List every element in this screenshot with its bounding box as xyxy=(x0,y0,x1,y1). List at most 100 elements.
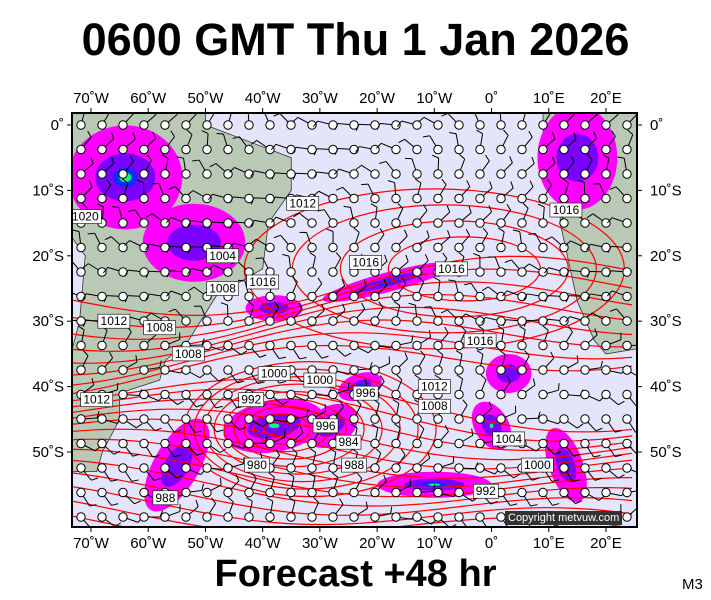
wind-barb-feather xyxy=(465,229,470,236)
station-marker xyxy=(391,193,401,204)
station-marker xyxy=(538,144,548,155)
wind-barb-feather xyxy=(90,156,94,164)
wind-barb-feather xyxy=(361,183,369,186)
wind-barb-feather xyxy=(551,479,559,482)
wind-barb-feather xyxy=(232,136,240,140)
station-marker xyxy=(391,512,401,522)
station-marker xyxy=(265,512,275,522)
station-marker xyxy=(202,487,212,498)
station-marker xyxy=(559,365,569,375)
wind-barb-feather xyxy=(418,276,424,283)
station-marker xyxy=(349,487,359,498)
station-marker xyxy=(601,438,611,449)
wind-barb-feather xyxy=(347,382,350,390)
station-marker xyxy=(412,463,422,473)
isobar xyxy=(193,368,419,490)
station-marker xyxy=(97,463,107,473)
station-marker xyxy=(496,389,506,400)
station-marker xyxy=(181,193,191,204)
wind-barb-feather xyxy=(369,362,373,370)
wind-barb-feather xyxy=(390,506,393,514)
station-marker xyxy=(160,144,170,155)
station-marker xyxy=(454,512,464,522)
station-marker xyxy=(76,120,86,130)
station-marker xyxy=(622,389,632,400)
wind-barb-feather xyxy=(510,529,517,531)
wind-barb-feather xyxy=(506,375,511,382)
wind-barb-feather xyxy=(524,350,530,357)
wind-barb-feather xyxy=(219,448,227,454)
station-marker xyxy=(286,389,296,400)
wind-barb-feather xyxy=(396,374,403,380)
wind-barb-feather xyxy=(606,217,613,224)
wind-barb-feather xyxy=(306,409,309,417)
station-marker xyxy=(412,438,422,449)
wind-barb-feather xyxy=(227,496,234,503)
station-marker xyxy=(580,291,590,302)
lon-label-top: 0˚ xyxy=(485,90,498,107)
wind-barb-feather xyxy=(112,206,120,208)
wind-barb-feather xyxy=(573,453,581,457)
station-marker xyxy=(139,144,149,155)
wind-barb-feather xyxy=(110,479,118,482)
isobar xyxy=(72,255,633,316)
wind-barb-feather xyxy=(240,350,248,356)
station-marker xyxy=(412,340,422,351)
station-marker xyxy=(328,316,338,326)
wind-barb-feather xyxy=(440,309,448,314)
station-marker xyxy=(517,193,527,204)
station-marker xyxy=(496,365,506,375)
station-marker xyxy=(538,389,548,400)
wind-barb-feather xyxy=(551,156,556,164)
wind-barb-feather xyxy=(401,277,407,285)
wind-barb-feather xyxy=(586,312,593,318)
station-marker xyxy=(76,365,86,375)
wind-barb-feather xyxy=(82,203,88,209)
wind-barb-feather xyxy=(208,264,214,271)
station-marker xyxy=(475,169,485,179)
isobar-label: 992 xyxy=(476,484,496,498)
station-marker xyxy=(307,242,317,253)
isobar-label: 1012 xyxy=(289,196,316,210)
wind-barb-feather xyxy=(611,130,616,137)
wind-barb-feather xyxy=(237,380,245,384)
wind-barb-feather xyxy=(423,306,431,308)
wind-barb-feather xyxy=(259,354,267,358)
isobar-label-box xyxy=(418,398,451,414)
wind-barb-feather xyxy=(459,153,465,160)
wind-barb-feather xyxy=(209,163,217,168)
wind-barb-feather xyxy=(437,349,444,356)
wind-barb-feather xyxy=(544,319,549,326)
station-marker xyxy=(139,389,149,400)
wind-barb-feather xyxy=(378,301,384,308)
station-marker xyxy=(97,267,107,277)
wind-barb-feather xyxy=(317,277,323,285)
wind-barb-feather xyxy=(132,132,136,140)
wind-barb-feather xyxy=(537,411,541,419)
wind-barb-feather xyxy=(394,423,401,429)
station-marker xyxy=(97,144,107,155)
station-marker xyxy=(622,193,632,204)
station-marker xyxy=(454,487,464,498)
wind-barb-feather xyxy=(165,290,172,297)
wind-barb-feather xyxy=(292,117,299,123)
isobar-label: 1016 xyxy=(352,255,379,269)
wind-barb-feather xyxy=(241,107,248,109)
wind-barb-feather xyxy=(449,131,457,135)
station-marker xyxy=(433,291,443,302)
isobar-label-box xyxy=(335,434,362,450)
station-marker xyxy=(307,512,317,522)
wind-barb-feather xyxy=(593,131,597,139)
station-marker xyxy=(580,414,590,424)
station-marker xyxy=(286,120,296,130)
wind-barb-feather xyxy=(116,382,119,390)
station-marker xyxy=(286,414,296,424)
wind-barb-feather xyxy=(215,405,223,409)
isobar-label-box xyxy=(80,392,114,407)
wind-barb-feather xyxy=(257,381,265,384)
wind-barb-feather xyxy=(335,252,342,259)
station-marker xyxy=(412,242,422,253)
wind-barb-feather xyxy=(165,217,172,224)
station-marker xyxy=(538,267,548,277)
